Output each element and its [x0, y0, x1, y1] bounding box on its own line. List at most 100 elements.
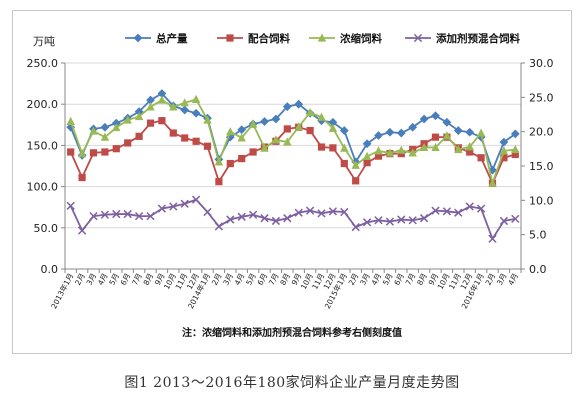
data-point: [89, 149, 98, 157]
series-3: [66, 94, 520, 187]
x-tick-label: 7月: [130, 272, 144, 287]
x-tick-label: 4月: [370, 272, 384, 287]
data-point: [203, 115, 212, 124]
data-point-stroke: [317, 209, 326, 218]
data-point: [351, 222, 360, 232]
data-point: [226, 34, 234, 42]
chart-frame: 0.0 50.0 100.0 150.0 200.0 250.0 0.0 5.0 10.0 15.…: [12, 10, 572, 354]
data-point-stroke: [66, 201, 75, 210]
data-point-stroke: [431, 206, 440, 215]
y-left-tick-label: 200.0: [27, 98, 59, 111]
data-point: [89, 211, 98, 221]
legend-item: 浓缩饲料: [309, 32, 382, 45]
data-point: [100, 210, 110, 219]
series-layer: [66, 89, 520, 243]
data-point: [465, 202, 474, 211]
data-point: [112, 145, 120, 153]
data-point: [339, 126, 349, 135]
data-point: [169, 129, 177, 137]
data-point: [488, 165, 497, 175]
series-line: [69, 98, 516, 185]
chart-note: 注：浓缩饲料和添加剂预混合饲料参考右侧刻度值: [182, 326, 402, 339]
data-point-stroke: [237, 212, 246, 221]
data-point: [431, 142, 440, 152]
data-point: [374, 146, 383, 155]
data-point: [317, 33, 327, 42]
y-right-tick-label: 25.0: [529, 91, 554, 104]
data-point: [352, 177, 360, 185]
data-point-stroke: [271, 216, 281, 226]
series-line: [69, 119, 516, 185]
data-point-stroke: [89, 211, 98, 221]
data-point: [499, 146, 509, 155]
data-point: [476, 128, 486, 137]
data-point-stroke: [134, 211, 144, 221]
data-point: [317, 209, 326, 218]
data-point: [180, 105, 190, 115]
data-point: [134, 111, 144, 121]
x-tick-label: 7月: [404, 272, 418, 287]
data-point: [283, 125, 291, 133]
data-point-stroke: [385, 217, 395, 226]
data-point: [511, 150, 519, 159]
x-tick-label: 2月: [73, 272, 87, 287]
data-point-stroke: [374, 216, 383, 225]
data-point: [317, 143, 326, 151]
data-point: [237, 212, 246, 221]
data-point: [203, 142, 212, 150]
data-point: [442, 131, 452, 140]
data-point: [453, 126, 463, 135]
data-point: [362, 151, 372, 160]
data-point: [124, 139, 132, 147]
y-left-tick-label: 150.0: [27, 139, 59, 152]
data-point: [419, 142, 429, 152]
data-point: [123, 115, 132, 124]
legend-label: 浓缩饲料: [340, 32, 382, 45]
data-point: [169, 102, 178, 111]
data-point: [374, 131, 383, 140]
x-tick-label: 7月: [267, 272, 281, 287]
y-right-tick-label: 0.0: [529, 263, 547, 276]
legend-label: 添加剂预混合饲料: [436, 32, 520, 45]
y-left-tick-label: 100.0: [27, 181, 59, 194]
data-point: [180, 98, 189, 107]
data-point: [385, 127, 395, 137]
data-point: [191, 108, 201, 118]
data-point: [396, 128, 406, 138]
data-point-stroke: [511, 214, 520, 224]
data-point: [157, 204, 167, 213]
series-line: [69, 92, 516, 172]
data-point: [77, 226, 87, 235]
data-point: [146, 119, 155, 127]
data-point: [134, 211, 144, 221]
figure-caption: 图1 2013～2016年180家饲料企业产量月度走势图: [124, 375, 460, 391]
y-right-tick-label: 15.0: [529, 160, 554, 173]
data-point: [248, 119, 258, 128]
legend-label: 总产量: [156, 32, 188, 45]
data-point: [135, 132, 143, 140]
data-point: [134, 107, 144, 117]
data-point-stroke: [328, 207, 338, 216]
data-point-stroke: [419, 214, 429, 223]
data-point: [181, 134, 189, 142]
x-tick-label: 4月: [96, 272, 110, 287]
data-point-stroke: [413, 33, 423, 43]
legend: 总产量 配合饲料 浓缩饲料 添加剂预混合饲料: [125, 32, 520, 45]
data-point-stroke: [123, 209, 132, 219]
data-point: [214, 157, 224, 166]
data-point: [78, 173, 86, 182]
data-point: [226, 215, 235, 224]
data-point: [283, 137, 292, 146]
data-point: [317, 112, 326, 121]
data-point: [431, 206, 440, 215]
data-point-stroke: [305, 206, 315, 215]
data-point: [100, 122, 110, 132]
x-tick-label: 6月: [119, 272, 133, 287]
data-point: [465, 127, 475, 137]
data-point: [408, 148, 417, 157]
data-point: [203, 207, 212, 217]
data-point: [191, 195, 201, 204]
x-tick-label: 3月: [358, 272, 372, 287]
x-tick-label: 4月: [506, 272, 520, 287]
data-point: [283, 214, 292, 223]
